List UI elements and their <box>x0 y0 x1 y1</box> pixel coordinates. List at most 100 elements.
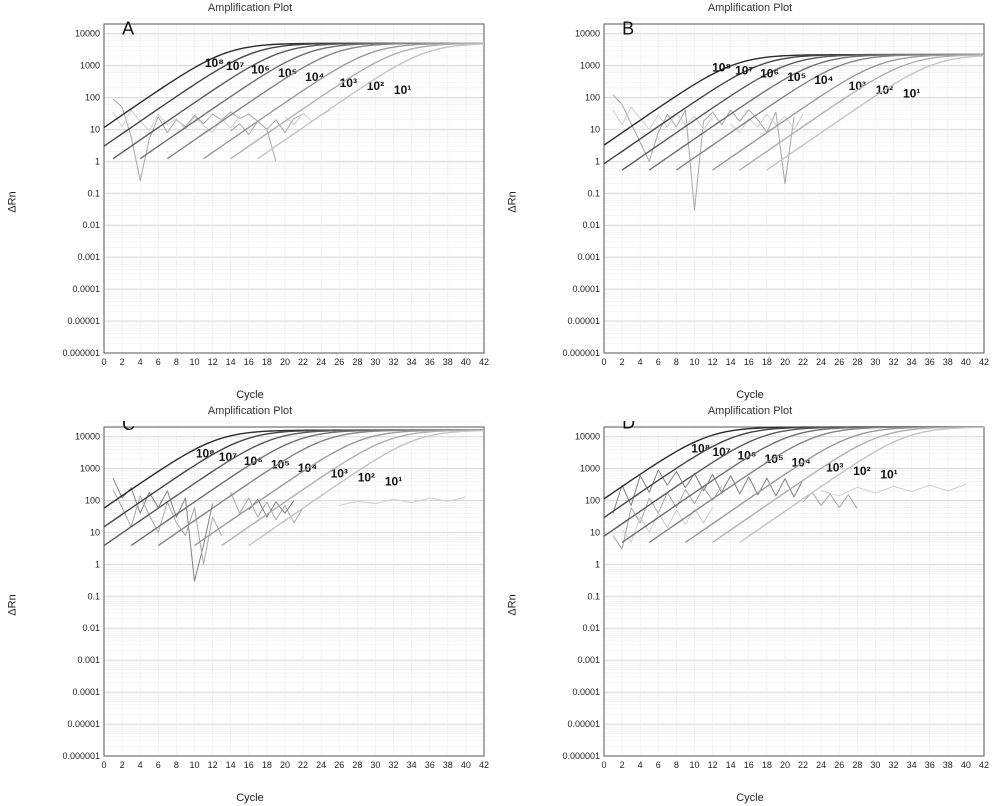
svg-text:42: 42 <box>979 760 989 770</box>
svg-text:28: 28 <box>352 760 362 770</box>
svg-text:22: 22 <box>798 760 808 770</box>
svg-text:10²: 10² <box>367 79 384 93</box>
svg-text:42: 42 <box>479 357 489 367</box>
y-axis-label: ΔRn <box>7 594 19 615</box>
svg-text:38: 38 <box>943 357 953 367</box>
svg-text:100: 100 <box>585 495 600 505</box>
svg-text:0.001: 0.001 <box>77 655 100 665</box>
svg-text:10⁸: 10⁸ <box>712 61 731 75</box>
svg-text:2: 2 <box>120 357 125 367</box>
svg-text:0.0001: 0.0001 <box>72 687 100 697</box>
svg-text:26: 26 <box>834 357 844 367</box>
svg-text:0.00001: 0.00001 <box>567 719 600 729</box>
svg-text:36: 36 <box>425 357 435 367</box>
svg-text:36: 36 <box>925 760 935 770</box>
svg-text:24: 24 <box>816 760 826 770</box>
svg-text:30: 30 <box>870 357 880 367</box>
svg-text:22: 22 <box>798 357 808 367</box>
svg-text:34: 34 <box>407 357 417 367</box>
svg-text:2: 2 <box>620 357 625 367</box>
svg-text:1: 1 <box>595 156 600 166</box>
svg-text:18: 18 <box>262 357 272 367</box>
svg-text:1000: 1000 <box>580 61 600 71</box>
svg-text:10⁷: 10⁷ <box>735 64 753 78</box>
svg-text:20: 20 <box>780 357 790 367</box>
plot-svg: 0.0000010.000010.00010.0010.010.11101001… <box>60 421 490 774</box>
svg-text:10000: 10000 <box>75 432 100 442</box>
svg-text:0.000001: 0.000001 <box>562 751 600 761</box>
svg-text:10⁵: 10⁵ <box>271 458 290 472</box>
svg-text:1: 1 <box>95 559 100 569</box>
svg-text:30: 30 <box>370 760 380 770</box>
svg-text:10²: 10² <box>358 470 375 484</box>
y-axis-label: ΔRn <box>507 594 519 615</box>
panel-d: Amplification Plot ΔRn Cycle 0.0000010.0… <box>500 403 1000 806</box>
svg-text:14: 14 <box>726 357 736 367</box>
svg-text:20: 20 <box>780 760 790 770</box>
panel-title: Amplification Plot <box>0 2 500 14</box>
svg-text:30: 30 <box>370 357 380 367</box>
svg-text:32: 32 <box>889 357 899 367</box>
svg-text:38: 38 <box>443 760 453 770</box>
svg-text:22: 22 <box>298 760 308 770</box>
svg-text:10¹: 10¹ <box>880 468 897 482</box>
svg-text:30: 30 <box>870 760 880 770</box>
svg-text:40: 40 <box>961 357 971 367</box>
panel-a: Amplification Plot ΔRn Cycle 0.0000010.0… <box>0 0 500 403</box>
plot-svg: 0.0000010.000010.00010.0010.010.11101001… <box>560 18 990 371</box>
svg-text:0.00001: 0.00001 <box>567 316 600 326</box>
svg-text:4: 4 <box>638 357 643 367</box>
plot-svg: 0.0000010.000010.00010.0010.010.11101001… <box>560 421 990 774</box>
svg-text:0.0001: 0.0001 <box>72 284 100 294</box>
svg-text:0.001: 0.001 <box>577 252 600 262</box>
svg-text:12: 12 <box>208 357 218 367</box>
svg-text:10: 10 <box>189 357 199 367</box>
svg-text:10²: 10² <box>853 464 870 478</box>
svg-text:26: 26 <box>334 357 344 367</box>
plot-area: 0.0000010.000010.00010.0010.010.11101001… <box>60 421 490 774</box>
svg-text:10: 10 <box>689 357 699 367</box>
panel-title: Amplification Plot <box>500 2 1000 14</box>
svg-text:0.1: 0.1 <box>587 591 600 601</box>
svg-text:10¹: 10¹ <box>394 83 411 97</box>
svg-text:20: 20 <box>280 760 290 770</box>
x-axis-label: Cycle <box>500 389 1000 401</box>
svg-text:100: 100 <box>85 92 100 102</box>
svg-text:14: 14 <box>226 357 236 367</box>
svg-text:12: 12 <box>708 760 718 770</box>
svg-text:10⁷: 10⁷ <box>226 59 244 73</box>
svg-text:16: 16 <box>744 357 754 367</box>
svg-text:10: 10 <box>189 760 199 770</box>
svg-text:0.0001: 0.0001 <box>572 687 600 697</box>
svg-text:42: 42 <box>979 357 989 367</box>
svg-text:1: 1 <box>595 559 600 569</box>
svg-text:34: 34 <box>407 760 417 770</box>
svg-text:24: 24 <box>316 760 326 770</box>
svg-text:10¹: 10¹ <box>385 474 402 488</box>
svg-text:34: 34 <box>907 357 917 367</box>
svg-text:10⁴: 10⁴ <box>814 73 833 87</box>
svg-text:0.00001: 0.00001 <box>67 719 100 729</box>
svg-text:10⁴: 10⁴ <box>305 70 324 84</box>
svg-text:32: 32 <box>389 357 399 367</box>
svg-text:0.000001: 0.000001 <box>62 348 100 358</box>
svg-text:A: A <box>122 18 134 38</box>
svg-text:0.01: 0.01 <box>582 220 600 230</box>
svg-text:16: 16 <box>744 760 754 770</box>
svg-text:6: 6 <box>156 357 161 367</box>
svg-text:100: 100 <box>585 92 600 102</box>
svg-text:10: 10 <box>90 124 100 134</box>
panel-title: Amplification Plot <box>500 405 1000 417</box>
svg-text:38: 38 <box>943 760 953 770</box>
svg-text:18: 18 <box>262 760 272 770</box>
svg-text:24: 24 <box>816 357 826 367</box>
svg-text:D: D <box>622 421 635 432</box>
svg-text:0.01: 0.01 <box>82 623 100 633</box>
svg-text:18: 18 <box>762 357 772 367</box>
svg-text:12: 12 <box>708 357 718 367</box>
panel-b: Amplification Plot ΔRn Cycle 0.0000010.0… <box>500 0 1000 403</box>
svg-text:16: 16 <box>244 760 254 770</box>
svg-text:B: B <box>622 18 634 38</box>
svg-text:1000: 1000 <box>80 61 100 71</box>
x-axis-label: Cycle <box>0 389 500 401</box>
